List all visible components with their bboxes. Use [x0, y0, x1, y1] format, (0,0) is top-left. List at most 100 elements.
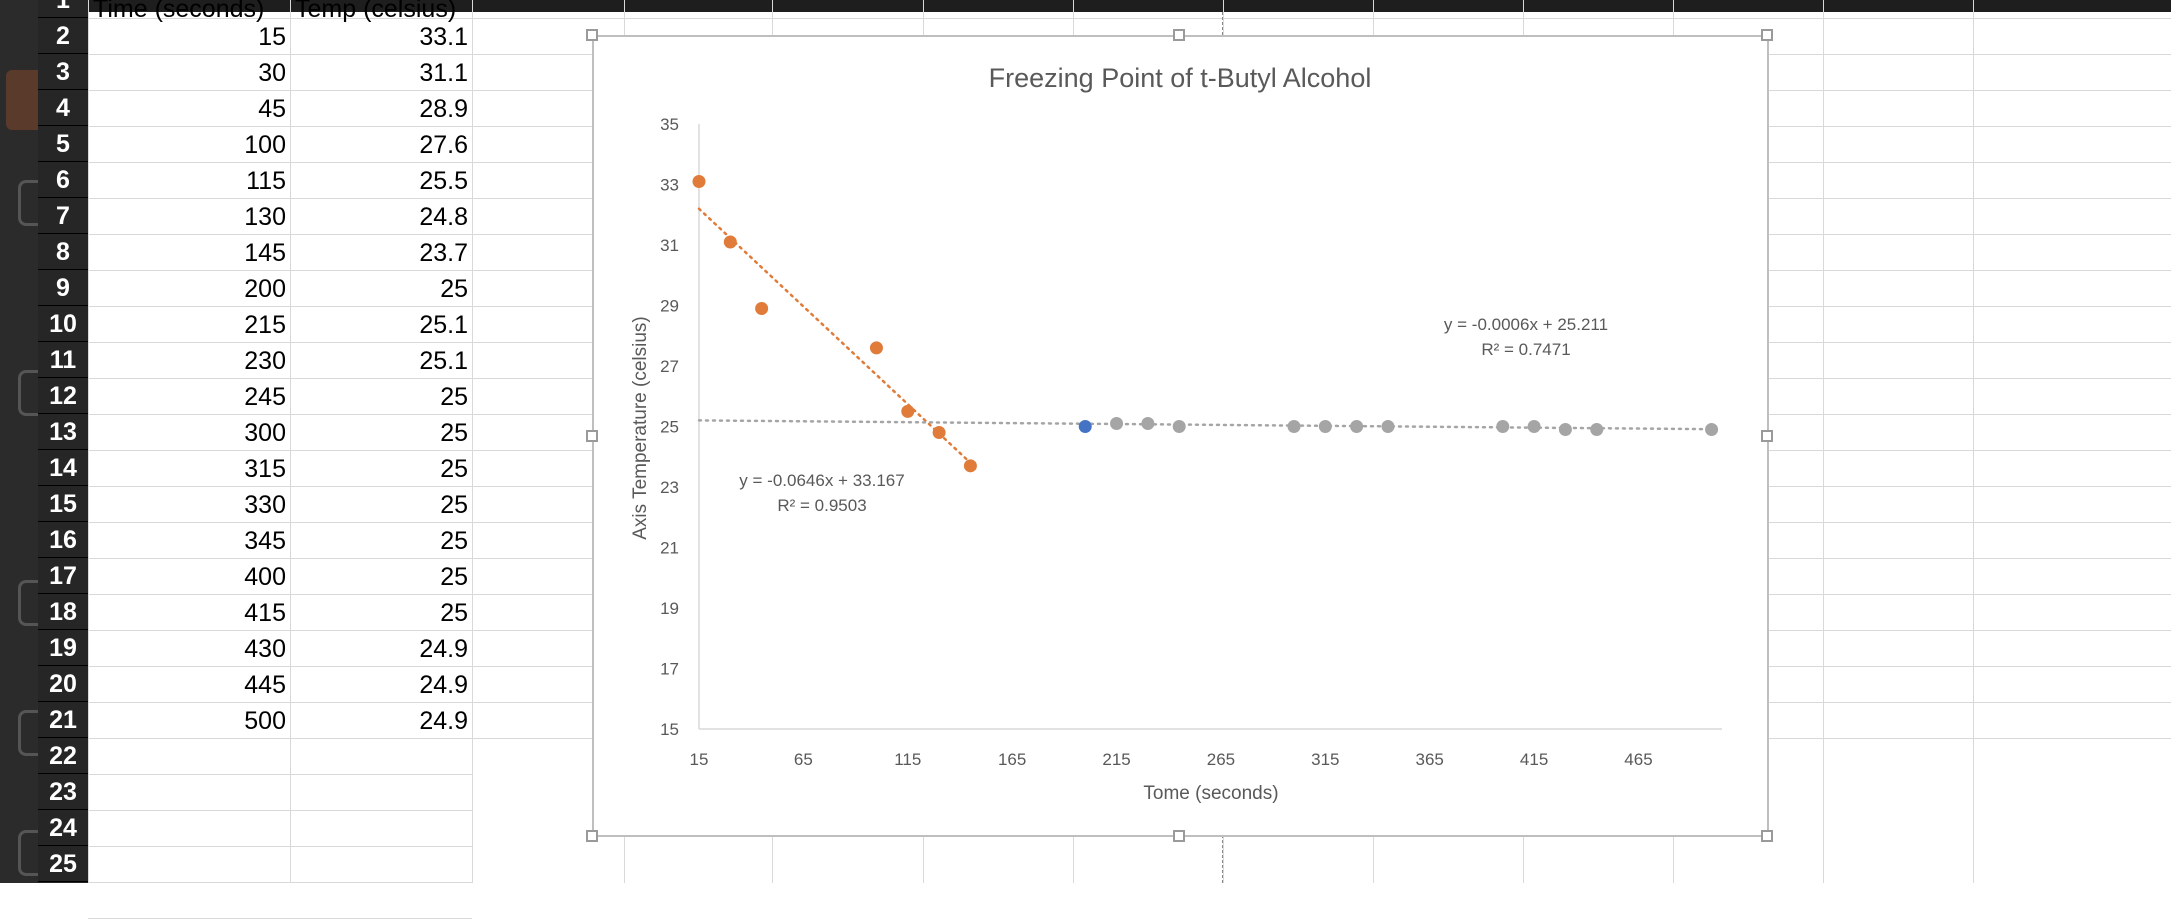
table-cell[interactable]: 100 — [244, 131, 286, 159]
table-cell[interactable]: 200 — [244, 275, 286, 303]
row-number[interactable]: 24 — [38, 810, 88, 846]
y-tick-label: 29 — [660, 297, 679, 316]
row-number[interactable]: 23 — [38, 774, 88, 810]
y-tick-label: 27 — [660, 357, 679, 376]
home-icon[interactable] — [6, 70, 42, 130]
table-cell[interactable]: 130 — [244, 203, 286, 231]
panel-icon[interactable] — [18, 830, 41, 876]
table-cell[interactable]: 25.5 — [419, 167, 468, 195]
row-number[interactable]: 9 — [38, 270, 88, 306]
table-cell[interactable]: 24.8 — [419, 203, 468, 231]
table-cell[interactable]: 230 — [244, 347, 286, 375]
row-number[interactable]: 13 — [38, 414, 88, 450]
table-cell[interactable]: 25 — [440, 383, 468, 411]
table-cell[interactable]: 345 — [244, 527, 286, 555]
table-cell[interactable]: 300 — [244, 419, 286, 447]
table-cell[interactable]: 25 — [440, 455, 468, 483]
table-cell[interactable]: 25 — [440, 419, 468, 447]
table-cell[interactable]: 445 — [244, 671, 286, 699]
table-cell[interactable]: 24.9 — [419, 671, 468, 699]
row-number[interactable]: 5 — [38, 126, 88, 162]
row-number[interactable]: 6 — [38, 162, 88, 198]
table-cell[interactable]: 25 — [440, 491, 468, 519]
table-cell[interactable]: 31.1 — [419, 59, 468, 87]
table-cell[interactable]: 23.7 — [419, 239, 468, 267]
y-axis-label: Axis Temperature (celsius) — [630, 316, 651, 540]
resize-handle[interactable] — [586, 830, 598, 842]
resize-handle[interactable] — [1761, 830, 1773, 842]
table-cell[interactable]: 315 — [244, 455, 286, 483]
table-cell[interactable]: 33.1 — [419, 23, 468, 51]
table-cell[interactable]: 25 — [440, 275, 468, 303]
row-number[interactable]: 17 — [38, 558, 88, 594]
data-point — [901, 404, 915, 418]
sheet-icon[interactable] — [18, 710, 41, 756]
resize-handle[interactable] — [1761, 430, 1773, 442]
x-tick-label: 415 — [1520, 750, 1548, 769]
y-tick-label: 19 — [660, 599, 679, 618]
table-cell[interactable]: 25.1 — [419, 311, 468, 339]
row-number[interactable]: 25 — [38, 846, 88, 882]
x-tick-label: 265 — [1207, 750, 1235, 769]
shapes-icon[interactable] — [18, 180, 41, 226]
column-gridline — [1823, 0, 1824, 883]
row-number[interactable]: 15 — [38, 486, 88, 522]
table-cell[interactable]: 25.1 — [419, 347, 468, 375]
row-number[interactable]: 10 — [38, 306, 88, 342]
table-cell[interactable]: 24.9 — [419, 707, 468, 735]
collapse-icon[interactable] — [18, 580, 41, 626]
row-number[interactable]: 16 — [38, 522, 88, 558]
row-number[interactable]: 11 — [38, 342, 88, 378]
resize-handle[interactable] — [1761, 29, 1773, 41]
row-number[interactable]: 2 — [38, 18, 88, 54]
table-cell[interactable]: 28.9 — [419, 95, 468, 123]
x-tick-label: 315 — [1311, 750, 1339, 769]
row-number[interactable]: 4 — [38, 90, 88, 126]
chart-object[interactable] — [592, 35, 1769, 837]
y-tick-label: 23 — [660, 478, 679, 497]
left-toolbar-strip — [0, 0, 42, 883]
row-number[interactable]: 21 — [38, 702, 88, 738]
row-number[interactable]: 22 — [38, 738, 88, 774]
data-point — [1496, 420, 1510, 433]
x-tick-label: 465 — [1624, 750, 1652, 769]
row-header-column: 1 2 3 4 5 6 7 8 9 10 11 12 13 14 15 16 17 18 19 20 21 22 23 24 2… — [38, 0, 88, 883]
y-tick-label: 15 — [660, 720, 679, 739]
table-cell[interactable]: 25 — [440, 599, 468, 627]
x-tick-label: 215 — [1102, 750, 1130, 769]
table-cell[interactable]: 115 — [246, 167, 286, 195]
table-cell[interactable]: 215 — [244, 311, 286, 339]
table-cell[interactable]: 30 — [258, 59, 286, 87]
table-cell[interactable]: 45 — [258, 95, 286, 123]
table-cell[interactable]: 245 — [244, 383, 286, 411]
table-cell[interactable]: 430 — [244, 635, 286, 663]
table-cell[interactable]: 15 — [258, 23, 286, 51]
table-cell[interactable]: 25 — [440, 563, 468, 591]
row-number[interactable]: 3 — [38, 54, 88, 90]
table-cell[interactable]: Temp (celsius) — [295, 0, 457, 23]
row-number[interactable]: 20 — [38, 666, 88, 702]
row-number[interactable]: 7 — [38, 198, 88, 234]
row-number[interactable]: 12 — [38, 378, 88, 414]
table-cell[interactable]: 27.6 — [419, 131, 468, 159]
table-cell[interactable]: 500 — [244, 707, 286, 735]
table-cell[interactable]: 25 — [440, 527, 468, 555]
table-cell[interactable]: 400 — [244, 563, 286, 591]
x-tick-label: 15 — [690, 750, 709, 769]
table-cell[interactable]: Time (seconds) — [93, 0, 265, 23]
row-number[interactable]: 19 — [38, 630, 88, 666]
table-cell[interactable]: 330 — [244, 491, 286, 519]
resize-handle[interactable] — [1173, 830, 1185, 842]
row-number[interactable]: 8 — [38, 234, 88, 270]
table-cell[interactable]: 24.9 — [419, 635, 468, 663]
row-number[interactable]: 18 — [38, 594, 88, 630]
resize-handle[interactable] — [1173, 29, 1185, 41]
resize-handle[interactable] — [586, 430, 598, 442]
data-point — [869, 341, 883, 355]
row-number[interactable]: 1 — [38, 0, 88, 18]
resize-handle[interactable] — [586, 29, 598, 41]
comment-icon[interactable] — [18, 370, 41, 416]
row-number[interactable]: 14 — [38, 450, 88, 486]
table-cell[interactable]: 145 — [244, 239, 286, 267]
table-cell[interactable]: 415 — [244, 599, 286, 627]
